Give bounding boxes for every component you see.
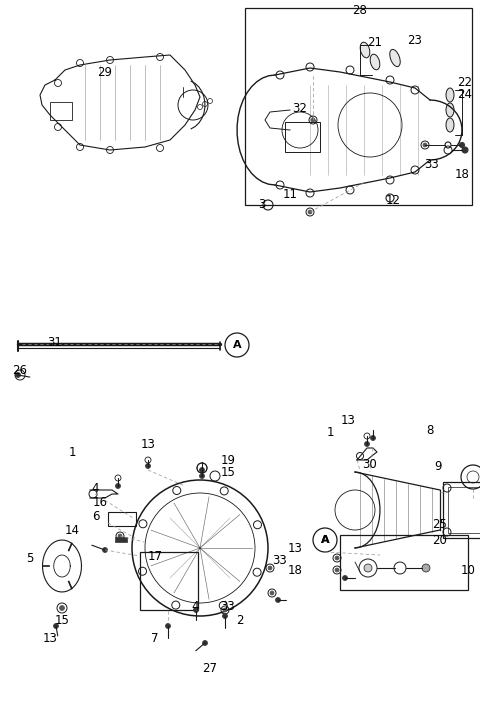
Bar: [245, 8, 472, 205]
Bar: [448, 487, 480, 533]
Text: 18: 18: [455, 169, 469, 181]
Circle shape: [53, 623, 59, 628]
Bar: [50, 102, 72, 120]
Ellipse shape: [360, 42, 370, 58]
Circle shape: [223, 608, 227, 612]
Text: 21: 21: [368, 36, 383, 49]
Text: 3: 3: [258, 198, 266, 211]
Text: 9: 9: [434, 461, 442, 473]
Circle shape: [308, 210, 312, 214]
Text: 20: 20: [432, 533, 447, 546]
Ellipse shape: [446, 103, 454, 117]
Circle shape: [422, 564, 430, 572]
Text: 29: 29: [97, 66, 112, 79]
Bar: [140, 552, 198, 610]
Circle shape: [343, 575, 348, 580]
Text: 8: 8: [426, 423, 434, 436]
Text: 31: 31: [48, 336, 62, 348]
Circle shape: [203, 640, 207, 645]
Circle shape: [116, 483, 120, 488]
Text: 26: 26: [12, 363, 27, 376]
Circle shape: [200, 473, 204, 478]
Text: 30: 30: [362, 458, 377, 471]
Text: 5: 5: [26, 551, 34, 565]
Text: 33: 33: [425, 159, 439, 171]
Text: 25: 25: [432, 518, 447, 531]
Text: 24: 24: [457, 89, 472, 101]
Circle shape: [423, 143, 427, 147]
Bar: [285, 122, 320, 152]
Text: 14: 14: [64, 523, 80, 536]
Text: A: A: [321, 535, 329, 545]
Ellipse shape: [446, 88, 454, 102]
Ellipse shape: [446, 118, 454, 132]
Text: 10: 10: [461, 563, 475, 576]
Bar: [115, 537, 127, 542]
Text: 11: 11: [283, 188, 298, 201]
Text: 7: 7: [151, 631, 159, 645]
Circle shape: [193, 608, 199, 613]
Circle shape: [459, 143, 465, 148]
Text: 4: 4: [91, 481, 99, 495]
Circle shape: [462, 147, 468, 153]
Text: 28: 28: [353, 4, 367, 16]
Circle shape: [103, 548, 108, 553]
Text: 15: 15: [221, 466, 235, 480]
Circle shape: [364, 564, 372, 572]
Text: 6: 6: [92, 511, 100, 523]
Text: 2: 2: [236, 613, 244, 626]
Circle shape: [223, 613, 228, 618]
Text: 13: 13: [341, 413, 355, 426]
Text: 33: 33: [273, 553, 288, 566]
Text: 1: 1: [326, 426, 334, 438]
Circle shape: [371, 436, 375, 441]
Text: 27: 27: [203, 661, 217, 675]
Text: 32: 32: [293, 101, 307, 114]
Text: 1: 1: [68, 446, 76, 458]
Circle shape: [270, 591, 274, 595]
Circle shape: [276, 598, 280, 603]
Circle shape: [60, 605, 64, 610]
Circle shape: [268, 566, 272, 570]
Text: A: A: [233, 340, 241, 350]
Text: 23: 23: [408, 34, 422, 46]
Text: 13: 13: [43, 631, 58, 645]
Circle shape: [118, 534, 122, 538]
Text: 17: 17: [147, 550, 163, 563]
Circle shape: [364, 441, 370, 446]
Text: 15: 15: [55, 613, 70, 626]
Circle shape: [200, 468, 204, 473]
Text: 13: 13: [141, 438, 156, 451]
Text: 12: 12: [385, 193, 400, 206]
Text: A: A: [321, 535, 329, 545]
Bar: [108, 512, 136, 526]
Circle shape: [145, 463, 151, 468]
Text: 19: 19: [220, 453, 236, 466]
Circle shape: [311, 118, 315, 122]
Text: 33: 33: [221, 600, 235, 613]
Text: 22: 22: [457, 76, 472, 89]
Circle shape: [335, 556, 339, 560]
Ellipse shape: [390, 49, 400, 66]
Ellipse shape: [370, 54, 380, 70]
Text: 13: 13: [288, 541, 302, 555]
Text: 18: 18: [288, 563, 302, 576]
Circle shape: [166, 623, 170, 628]
Circle shape: [335, 568, 339, 572]
Text: 16: 16: [93, 496, 108, 510]
Bar: [340, 535, 468, 590]
Bar: [443, 482, 480, 538]
Text: 4: 4: [191, 600, 199, 613]
Circle shape: [15, 373, 21, 378]
